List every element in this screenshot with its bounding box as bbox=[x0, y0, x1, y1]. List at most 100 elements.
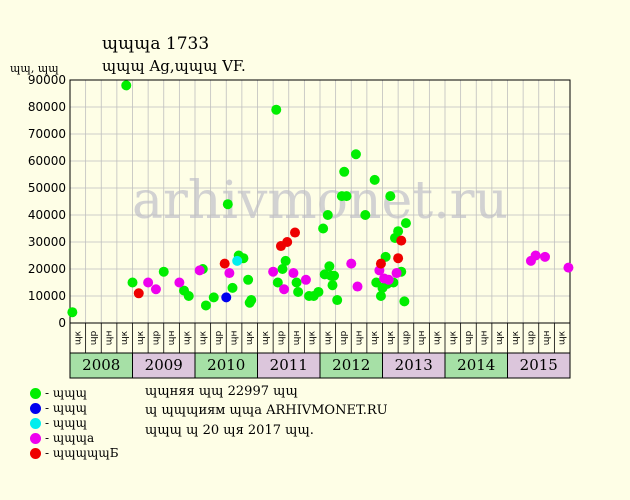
legend-label: - ɰɰɰ bbox=[45, 386, 88, 400]
data-point bbox=[288, 268, 299, 279]
quarter-label: ɰн bbox=[417, 331, 427, 346]
data-point bbox=[183, 291, 194, 301]
y-tick-label: 20000 bbox=[28, 262, 66, 276]
data-point bbox=[279, 284, 290, 295]
year-cell-2013 bbox=[382, 352, 446, 379]
data-point bbox=[396, 235, 407, 246]
y-tick-label: 90000 bbox=[28, 73, 66, 87]
data-point bbox=[375, 291, 386, 301]
y-tick-label: 50000 bbox=[28, 181, 66, 195]
quarter-label: ɰн bbox=[230, 331, 240, 346]
legend-item: - ɰɰɰ bbox=[30, 386, 87, 400]
info-line-2: ɰ ɰɰɰиям ɰɰа ARHIVMONET.RU bbox=[145, 403, 388, 418]
legend-label: - ɰɰɰ bbox=[45, 416, 88, 430]
data-point bbox=[232, 255, 243, 266]
quarter-label: ɰк bbox=[73, 330, 83, 345]
quarter-label: ɰк bbox=[136, 330, 146, 345]
quarter-label: ɰн bbox=[542, 331, 552, 346]
year-label-2011: 2011 bbox=[270, 356, 308, 374]
data-point bbox=[174, 277, 185, 288]
data-point bbox=[332, 295, 343, 306]
data-point bbox=[227, 282, 238, 293]
data-point bbox=[291, 277, 302, 288]
data-point bbox=[143, 277, 154, 288]
legend-label: - ɰɰɰ bbox=[45, 401, 88, 415]
data-point bbox=[318, 223, 329, 234]
data-point bbox=[280, 255, 291, 266]
quarter-label: ɰр bbox=[214, 330, 224, 345]
y-tick-label: 70000 bbox=[28, 127, 66, 141]
data-point bbox=[322, 210, 333, 220]
year-cell-2011 bbox=[257, 352, 321, 379]
data-point bbox=[540, 251, 550, 262]
quarter-label: ɰр bbox=[89, 330, 99, 345]
year-cell-2009 bbox=[132, 352, 196, 379]
quarter-label: ɰк bbox=[261, 330, 271, 345]
quarter-label: ɰр bbox=[276, 330, 286, 345]
chart-subtitle: ɰɰɰ Ag,ɰɰɰ VF. bbox=[102, 57, 246, 75]
data-point bbox=[158, 266, 169, 277]
data-point bbox=[221, 292, 232, 303]
year-cell-2010 bbox=[194, 352, 258, 379]
quarter-label: ɰк bbox=[308, 330, 318, 345]
legend-item: - ɰɰɰа bbox=[30, 431, 94, 445]
legend-label: - ɰɰɰɰɰБ bbox=[45, 446, 119, 460]
y-tick-label: 60000 bbox=[28, 154, 66, 168]
data-point bbox=[272, 277, 283, 288]
plot-border bbox=[69, 79, 571, 324]
info-line-3: ɰɰɰ ɰ 20 ɰя 2017 ɰɰ. bbox=[145, 423, 314, 438]
data-point bbox=[324, 261, 335, 272]
data-point bbox=[385, 191, 396, 202]
data-point bbox=[290, 227, 300, 238]
green-dot-icon bbox=[30, 387, 41, 399]
y-tick-label: 30000 bbox=[28, 235, 66, 249]
quarter-label: ɰр bbox=[151, 330, 161, 345]
year-label-2014: 2014 bbox=[457, 356, 495, 374]
data-point bbox=[246, 295, 257, 306]
data-point bbox=[530, 250, 541, 261]
y-axis-label: ɰɰ, ɰɰ bbox=[10, 62, 59, 75]
year-label-2013: 2013 bbox=[395, 356, 433, 374]
quarter-label: ɰр bbox=[339, 330, 349, 345]
data-point bbox=[271, 104, 282, 115]
data-point bbox=[341, 191, 352, 202]
data-point bbox=[391, 268, 402, 279]
year-cell-2015 bbox=[507, 352, 571, 379]
data-point bbox=[400, 218, 411, 229]
data-point bbox=[346, 258, 357, 269]
data-point bbox=[67, 307, 78, 318]
year-label-2012: 2012 bbox=[332, 356, 370, 374]
data-point bbox=[133, 288, 144, 299]
data-point bbox=[399, 296, 410, 307]
data-point bbox=[327, 280, 338, 291]
chart-title: ɰɰɰа 1733 bbox=[102, 34, 210, 54]
y-tick-label: 0 bbox=[58, 316, 66, 330]
data-point bbox=[329, 270, 340, 281]
data-point bbox=[313, 286, 324, 297]
quarter-label: ɰк bbox=[198, 330, 208, 345]
year-label-2010: 2010 bbox=[207, 356, 245, 374]
info-line-1: ɰɰняя ɰɰ 22997 ɰɰ bbox=[145, 384, 298, 399]
y-tick-label: 10000 bbox=[28, 289, 66, 303]
quarter-label: ɰк bbox=[370, 330, 380, 345]
quarter-label: ɰк bbox=[511, 330, 521, 345]
data-point bbox=[300, 274, 311, 285]
year-label-2008: 2008 bbox=[82, 356, 120, 374]
data-point bbox=[219, 258, 230, 269]
data-point bbox=[268, 266, 279, 277]
data-point bbox=[360, 210, 371, 220]
cyan-dot-icon bbox=[30, 417, 41, 429]
data-point bbox=[194, 265, 205, 276]
data-point bbox=[277, 264, 288, 274]
quarter-label: ɰк bbox=[120, 330, 130, 345]
quarter-label: ɰн bbox=[105, 331, 115, 346]
data-point bbox=[375, 258, 386, 269]
data-point bbox=[393, 253, 404, 264]
data-point bbox=[352, 281, 363, 292]
data-point bbox=[350, 149, 361, 160]
data-point bbox=[127, 277, 138, 288]
data-point bbox=[339, 166, 350, 177]
quarter-label: ɰр bbox=[526, 330, 536, 345]
quarter-label: ɰк bbox=[183, 330, 193, 345]
